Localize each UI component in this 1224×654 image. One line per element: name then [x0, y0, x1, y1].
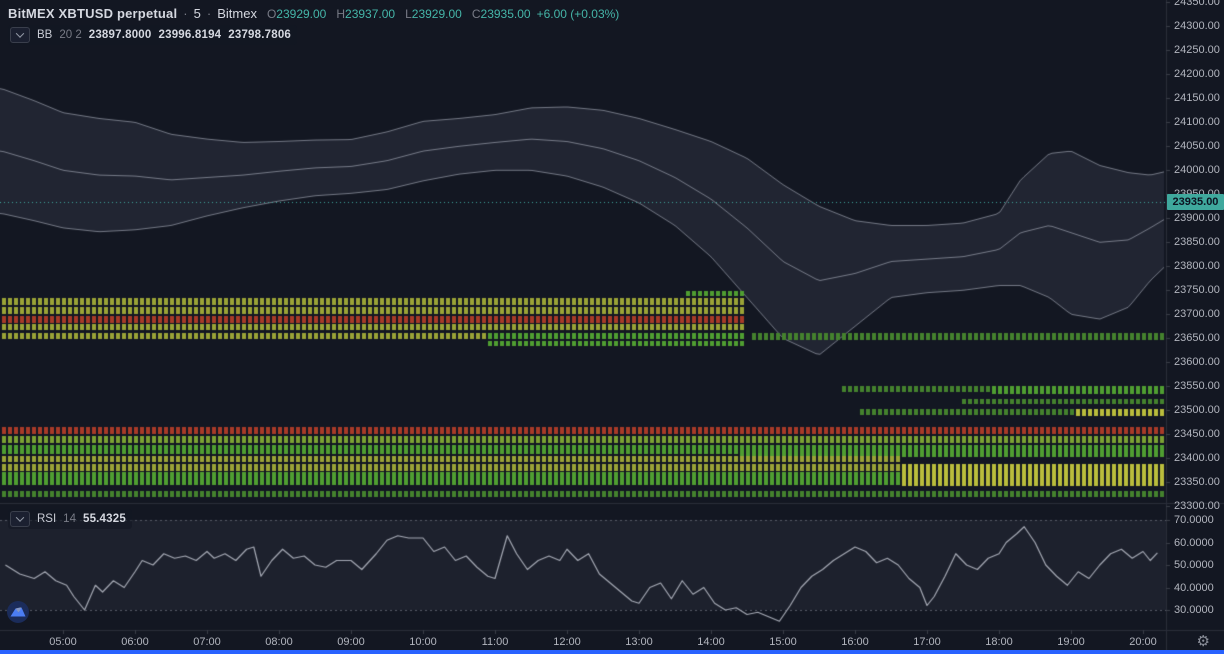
price-tick-label: 23900.00: [1174, 212, 1220, 225]
ohlc-open: O23929.00: [266, 7, 327, 21]
gear-icon[interactable]: ⚙: [1196, 633, 1210, 650]
ohlc-close: C23935.00: [471, 7, 531, 21]
rsi-value: 55.4325: [82, 513, 126, 525]
symbol-title: BitMEX XBTUSD perpetual: [8, 6, 178, 21]
bb-name: BB: [37, 29, 53, 41]
bb-lower-value: 23798.7806: [228, 29, 292, 41]
price-tick-label: 24000.00: [1174, 164, 1220, 177]
price-tick-label: 23350.00: [1174, 476, 1220, 489]
rsi-tick-label: 50.0000: [1174, 559, 1214, 571]
price-tick-label: 23550.00: [1174, 380, 1220, 393]
time-tick-label: 12:00: [553, 636, 581, 648]
chevron-down-icon[interactable]: [10, 27, 30, 43]
bb-basis-value: 23897.8000: [88, 29, 152, 41]
time-tick-label: 06:00: [121, 636, 149, 648]
price-tick-label: 23850.00: [1174, 236, 1220, 249]
rsi-name: RSI: [37, 513, 57, 525]
bb-upper-value: 23996.8194: [158, 29, 222, 41]
bottom-accent-bar: [0, 650, 1224, 654]
header-separator: ·: [183, 6, 188, 21]
time-tick-label: 16:00: [841, 636, 869, 648]
rsi-tick-label: 60.0000: [1174, 536, 1214, 549]
time-tick-label: 18:00: [985, 636, 1013, 648]
price-tick-label: 23300.00: [1174, 500, 1220, 513]
time-tick-label: 09:00: [337, 636, 365, 648]
time-tick-label: 17:00: [913, 636, 941, 648]
interval-label: 5: [193, 6, 201, 21]
symbol-header[interactable]: BitMEX XBTUSD perpetual · 5 · Bitmex O23…: [8, 6, 619, 21]
chevron-down-icon[interactable]: [10, 511, 30, 527]
price-tick-label: 23400.00: [1174, 452, 1220, 465]
time-tick-label: 19:00: [1057, 636, 1085, 648]
last-price-badge: 23935.00: [1167, 193, 1224, 210]
ohlc-high: H23937.00: [336, 7, 396, 21]
price-tick-label: 24350.00: [1174, 0, 1220, 9]
time-tick-label: 05:00: [49, 636, 77, 648]
price-tick-label: 23800.00: [1174, 260, 1220, 273]
time-tick-label: 10:00: [409, 636, 437, 648]
bb-params: 20 2: [59, 29, 82, 41]
price-change: +6.00 (+0.03%): [536, 7, 620, 21]
price-tick-label: 24150.00: [1174, 92, 1220, 105]
rsi-indicator-legend[interactable]: RSI 14 55.4325: [8, 509, 132, 529]
time-tick-label: 14:00: [697, 636, 725, 648]
watermark-logo-icon[interactable]: [6, 600, 30, 629]
price-tick-label: 23600.00: [1174, 356, 1220, 369]
price-tick-label: 23450.00: [1174, 428, 1220, 441]
time-tick-label: 07:00: [193, 636, 221, 648]
rsi-tick-label: 30.0000: [1174, 604, 1214, 616]
exchange-label: Bitmex: [217, 6, 257, 21]
rsi-params: 14: [63, 513, 76, 525]
price-tick-label: 24100.00: [1174, 116, 1220, 129]
time-tick-label: 11:00: [481, 636, 509, 648]
time-tick-label: 13:00: [625, 636, 653, 648]
time-tick-label: 08:00: [265, 636, 293, 648]
price-tick-label: 24200.00: [1174, 68, 1220, 81]
bb-indicator-legend[interactable]: BB 20 2 23897.8000 23996.8194 23798.7806: [8, 25, 298, 45]
price-tick-label: 23500.00: [1174, 404, 1220, 417]
time-tick-label: 15:00: [769, 636, 797, 648]
header-separator2: ·: [206, 6, 212, 21]
rsi-tick-label: 70.0000: [1174, 514, 1214, 526]
time-tick-label: 20:00: [1129, 636, 1157, 648]
ohlc-low: L23929.00: [405, 7, 462, 21]
price-tick-label: 24250.00: [1174, 44, 1220, 57]
price-tick-label: 23750.00: [1174, 284, 1220, 297]
price-tick-label: 24300.00: [1174, 20, 1220, 33]
price-tick-label: 23650.00: [1174, 332, 1220, 345]
rsi-tick-label: 40.0000: [1174, 581, 1214, 594]
price-tick-label: 23700.00: [1174, 308, 1220, 321]
price-tick-label: 24050.00: [1174, 140, 1220, 153]
